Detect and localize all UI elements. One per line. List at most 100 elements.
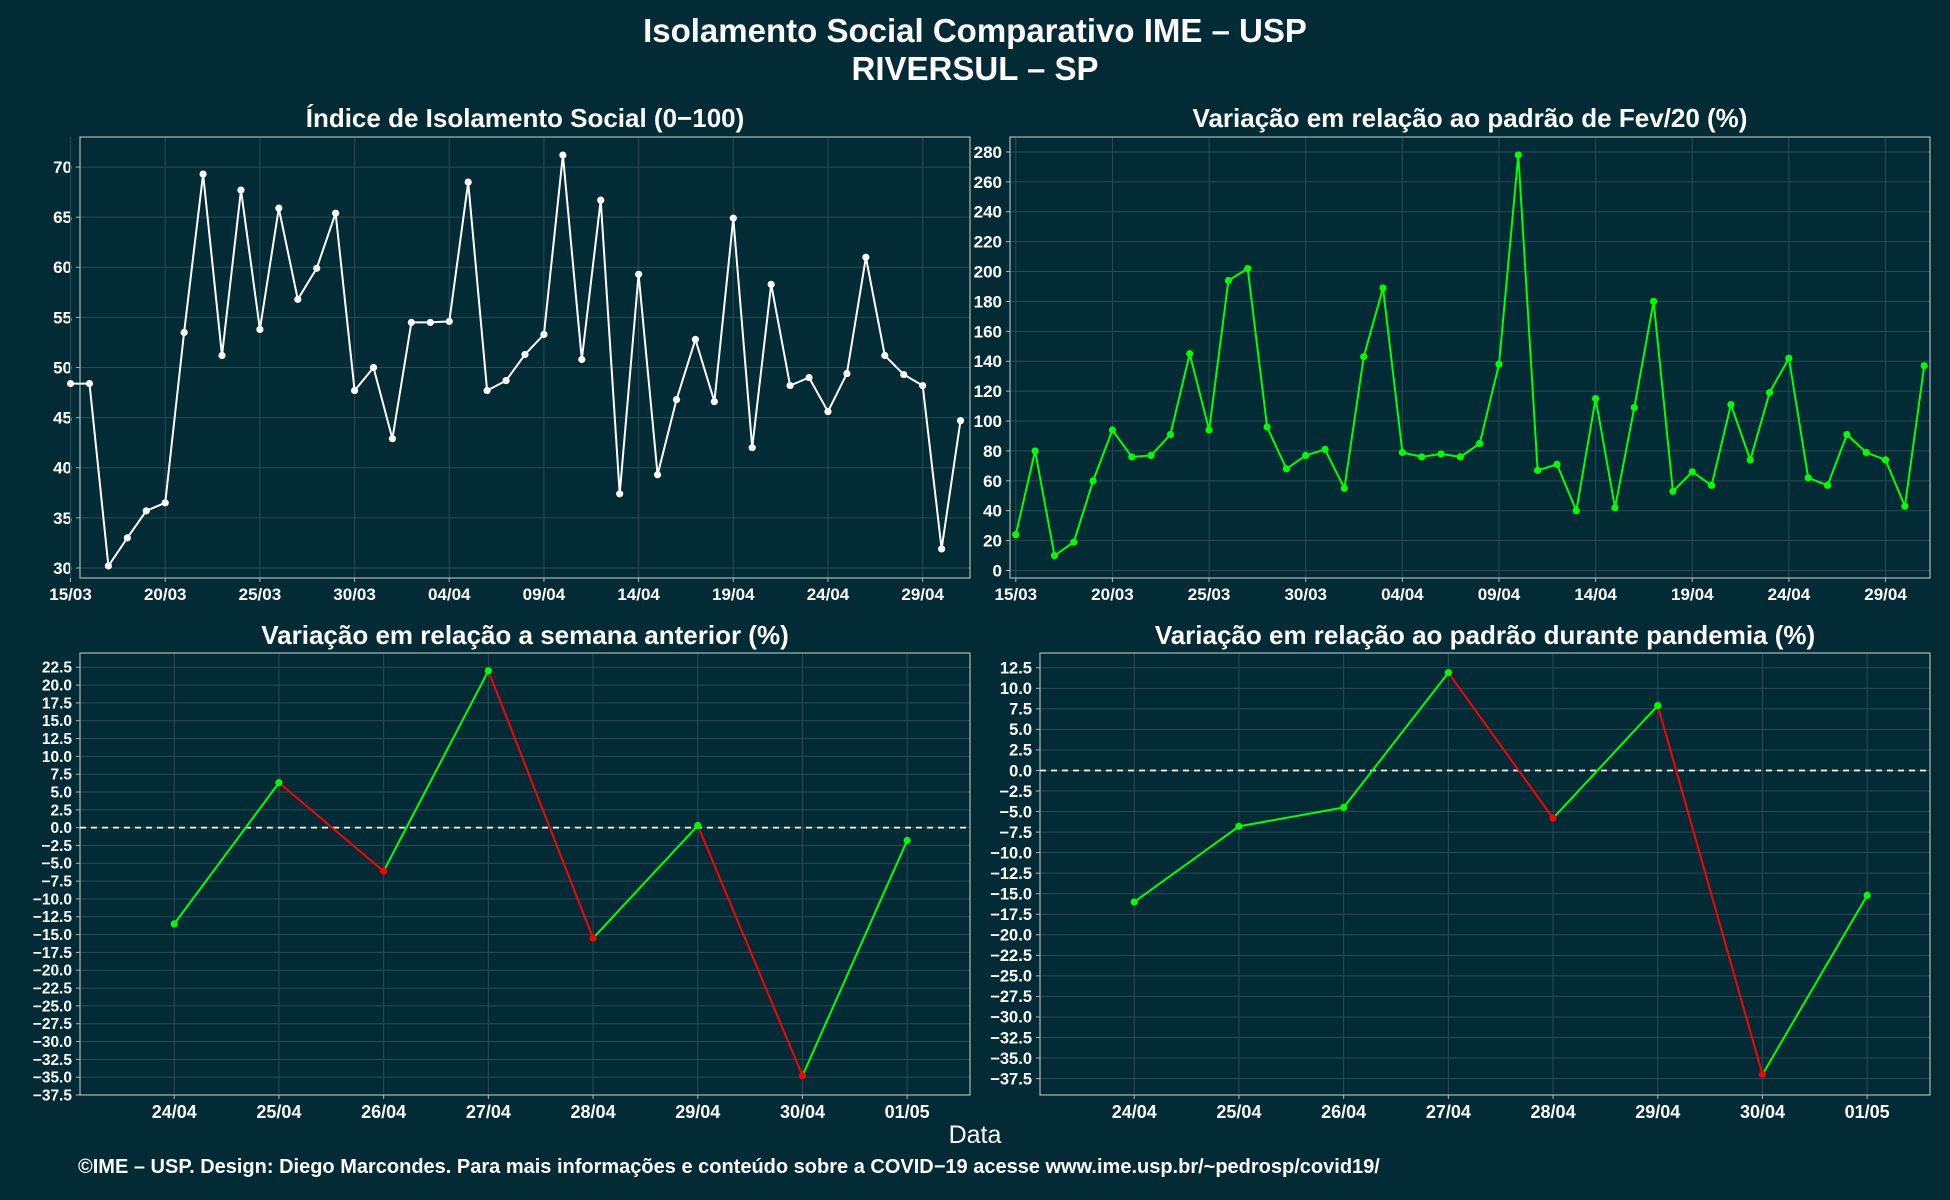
y-tick-label: 40 — [53, 459, 72, 478]
data-point — [767, 280, 775, 288]
data-point — [1650, 297, 1658, 306]
y-tick-label: 5.0 — [50, 784, 72, 801]
data-point — [350, 386, 359, 395]
data-point — [1437, 450, 1445, 458]
x-tick-label: 30/04 — [780, 1102, 825, 1122]
data-point — [1360, 353, 1368, 361]
y-tick-label: −27.5 — [990, 988, 1032, 1006]
data-point — [1758, 1070, 1767, 1079]
data-point — [824, 408, 832, 416]
data-point — [1224, 276, 1233, 285]
data-point — [256, 325, 264, 334]
y-tick-label: −20.0 — [33, 963, 72, 980]
data-point — [919, 381, 927, 390]
y-tick-label: −22.5 — [990, 947, 1032, 965]
y-tick-label: 7.5 — [1009, 701, 1032, 719]
y-tick-label: 22.5 — [42, 660, 73, 677]
data-point — [180, 328, 188, 337]
y-tick-label: −12.5 — [33, 909, 73, 926]
data-point — [798, 1072, 807, 1080]
data-point — [445, 317, 453, 326]
x-tick-label: 30/04 — [1740, 1102, 1785, 1122]
panel4-title: Variação em relação ao padrão durante pa… — [1154, 620, 1816, 650]
data-point — [199, 170, 207, 178]
data-point — [1630, 403, 1638, 412]
data-point — [1128, 453, 1136, 461]
data-point — [937, 545, 946, 553]
y-tick-label: 15.0 — [42, 713, 72, 730]
y-tick-label: 100 — [974, 412, 1002, 431]
panel-3: 22.520.017.515.012.510.07.55.02.50.0−2.5… — [33, 652, 971, 1122]
data-point — [1611, 504, 1619, 512]
data-point — [1592, 395, 1600, 403]
y-tick-label: 140 — [974, 352, 1002, 371]
x-tick-label: 25/03 — [239, 585, 282, 604]
panel1-title: Índice de Isolamento Social (0−100) — [305, 103, 745, 133]
y-tick-label: 17.5 — [42, 695, 73, 712]
data-point — [1340, 484, 1348, 492]
y-tick-label: −10.0 — [990, 844, 1032, 862]
y-tick-label: −20.0 — [990, 927, 1032, 945]
data-point — [521, 350, 529, 359]
y-tick-label: −30.0 — [990, 1009, 1032, 1027]
y-tick-label: 200 — [974, 262, 1002, 281]
y-tick-label: −7.5 — [41, 874, 72, 891]
series-segment — [382, 670, 490, 872]
x-tick-label: 24/04 — [1112, 1102, 1157, 1122]
y-tick-label: 20 — [983, 532, 1002, 551]
x-tick-label: 25/04 — [1216, 1102, 1261, 1122]
data-point — [1901, 502, 1909, 510]
data-point — [1920, 362, 1928, 370]
data-point — [66, 379, 75, 388]
data-point — [275, 779, 283, 787]
data-point — [862, 253, 870, 261]
data-point — [559, 151, 567, 159]
y-tick-label: −37.5 — [990, 1070, 1032, 1088]
data-point — [483, 386, 491, 395]
y-tick-label: 10.0 — [42, 749, 72, 766]
x-tick-label: 20/03 — [144, 585, 187, 604]
data-point — [294, 295, 302, 303]
data-point — [748, 444, 756, 452]
data-point — [1089, 477, 1097, 485]
data-point — [672, 395, 681, 404]
y-tick-label: 260 — [974, 173, 1002, 192]
series-segment — [1133, 825, 1240, 903]
data-point — [903, 836, 911, 845]
series-segment — [487, 670, 594, 939]
y-tick-label: −15.0 — [33, 927, 72, 944]
data-point — [1727, 400, 1735, 409]
y-tick-label: −17.5 — [990, 906, 1032, 924]
data-point — [484, 667, 492, 675]
data-point — [805, 373, 813, 382]
y-tick-label: −17.5 — [33, 945, 73, 962]
data-point — [1785, 354, 1793, 362]
y-tick-label: 65 — [53, 208, 72, 227]
data-point — [313, 264, 321, 272]
series-segment — [801, 840, 909, 1077]
series-segment — [173, 782, 280, 925]
y-tick-label: 55 — [53, 308, 72, 327]
y-tick-label: 60 — [53, 258, 72, 277]
y-tick-label: 240 — [974, 203, 1002, 222]
y-tick-label: 0.0 — [50, 820, 72, 837]
data-point — [1707, 481, 1716, 489]
data-point — [956, 417, 965, 425]
footer-credit: ©IME – USP. Design: Diego Marcondes. Par… — [78, 1156, 1380, 1178]
y-tick-label: −7.5 — [999, 824, 1032, 842]
data-point — [729, 214, 737, 222]
x-tick-label: 29/04 — [1635, 1102, 1680, 1122]
y-tick-label: −32.5 — [990, 1029, 1032, 1047]
data-point — [275, 204, 283, 212]
data-point — [786, 381, 794, 390]
x-tick-label: 19/04 — [712, 585, 755, 604]
data-point — [1302, 451, 1310, 460]
data-point — [1147, 451, 1155, 460]
data-point — [1263, 423, 1271, 431]
data-point — [691, 335, 700, 344]
data-point — [900, 370, 908, 379]
data-point — [1572, 507, 1580, 515]
y-tick-label: 2.5 — [50, 802, 72, 819]
x-tick-label: 09/04 — [1478, 585, 1521, 604]
